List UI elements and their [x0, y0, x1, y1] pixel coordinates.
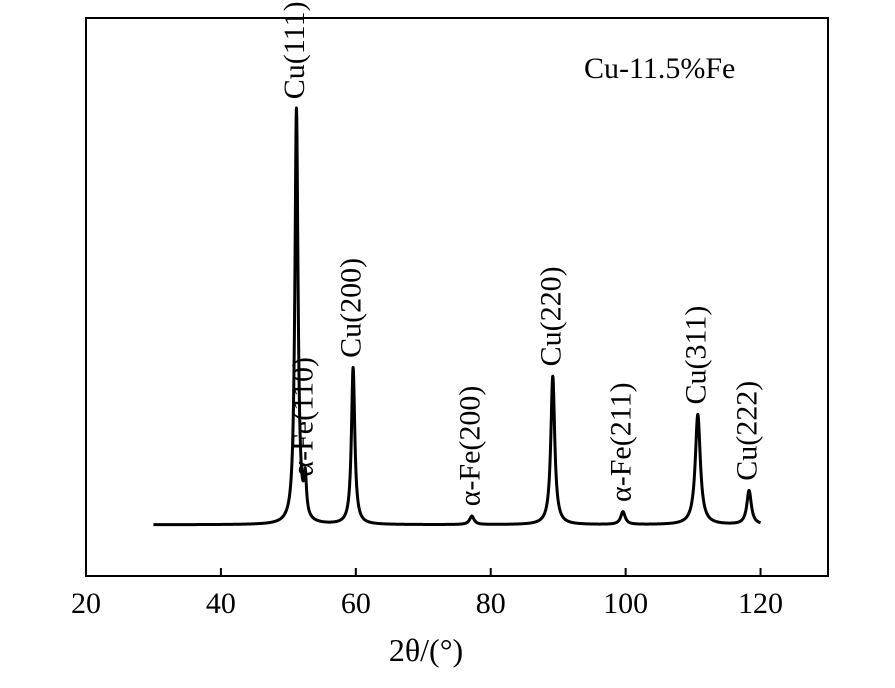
- peak-label-3: α-Fe(200): [453, 386, 486, 507]
- x-tick-label-120: 120: [738, 587, 783, 620]
- x-tick-label-20: 20: [71, 587, 101, 620]
- sample-label: Cu-11.5%Fe: [584, 52, 735, 85]
- x-tick-label-80: 80: [476, 587, 506, 620]
- peak-label-0: Cu(111): [278, 1, 311, 99]
- xrd-pattern-line: [152, 106, 762, 527]
- peak-label-7: Cu(222): [731, 381, 764, 481]
- peak-label-6: Cu(311): [679, 306, 712, 405]
- peak-label-4: Cu(220): [534, 266, 567, 366]
- peak-labels: Cu(111) α-Fe(110) Cu(200) α-Fe(200) Cu(220) α…: [278, 1, 764, 506]
- x-tick-label-40: 40: [206, 587, 236, 620]
- peak-label-2: Cu(200): [335, 258, 368, 358]
- x-tick-label-100: 100: [603, 587, 648, 620]
- peak-label-1: α-Fe(110): [287, 357, 320, 477]
- peak-label-5: α-Fe(211): [604, 382, 637, 502]
- x-tick-label-60: 60: [341, 587, 371, 620]
- x-axis-ticks: [85, 568, 762, 576]
- x-axis-title: 2θ/(°): [389, 632, 463, 668]
- x-axis-tick-labels: 20 40 60 80 100 120: [71, 587, 783, 620]
- plot-frame: [85, 17, 829, 577]
